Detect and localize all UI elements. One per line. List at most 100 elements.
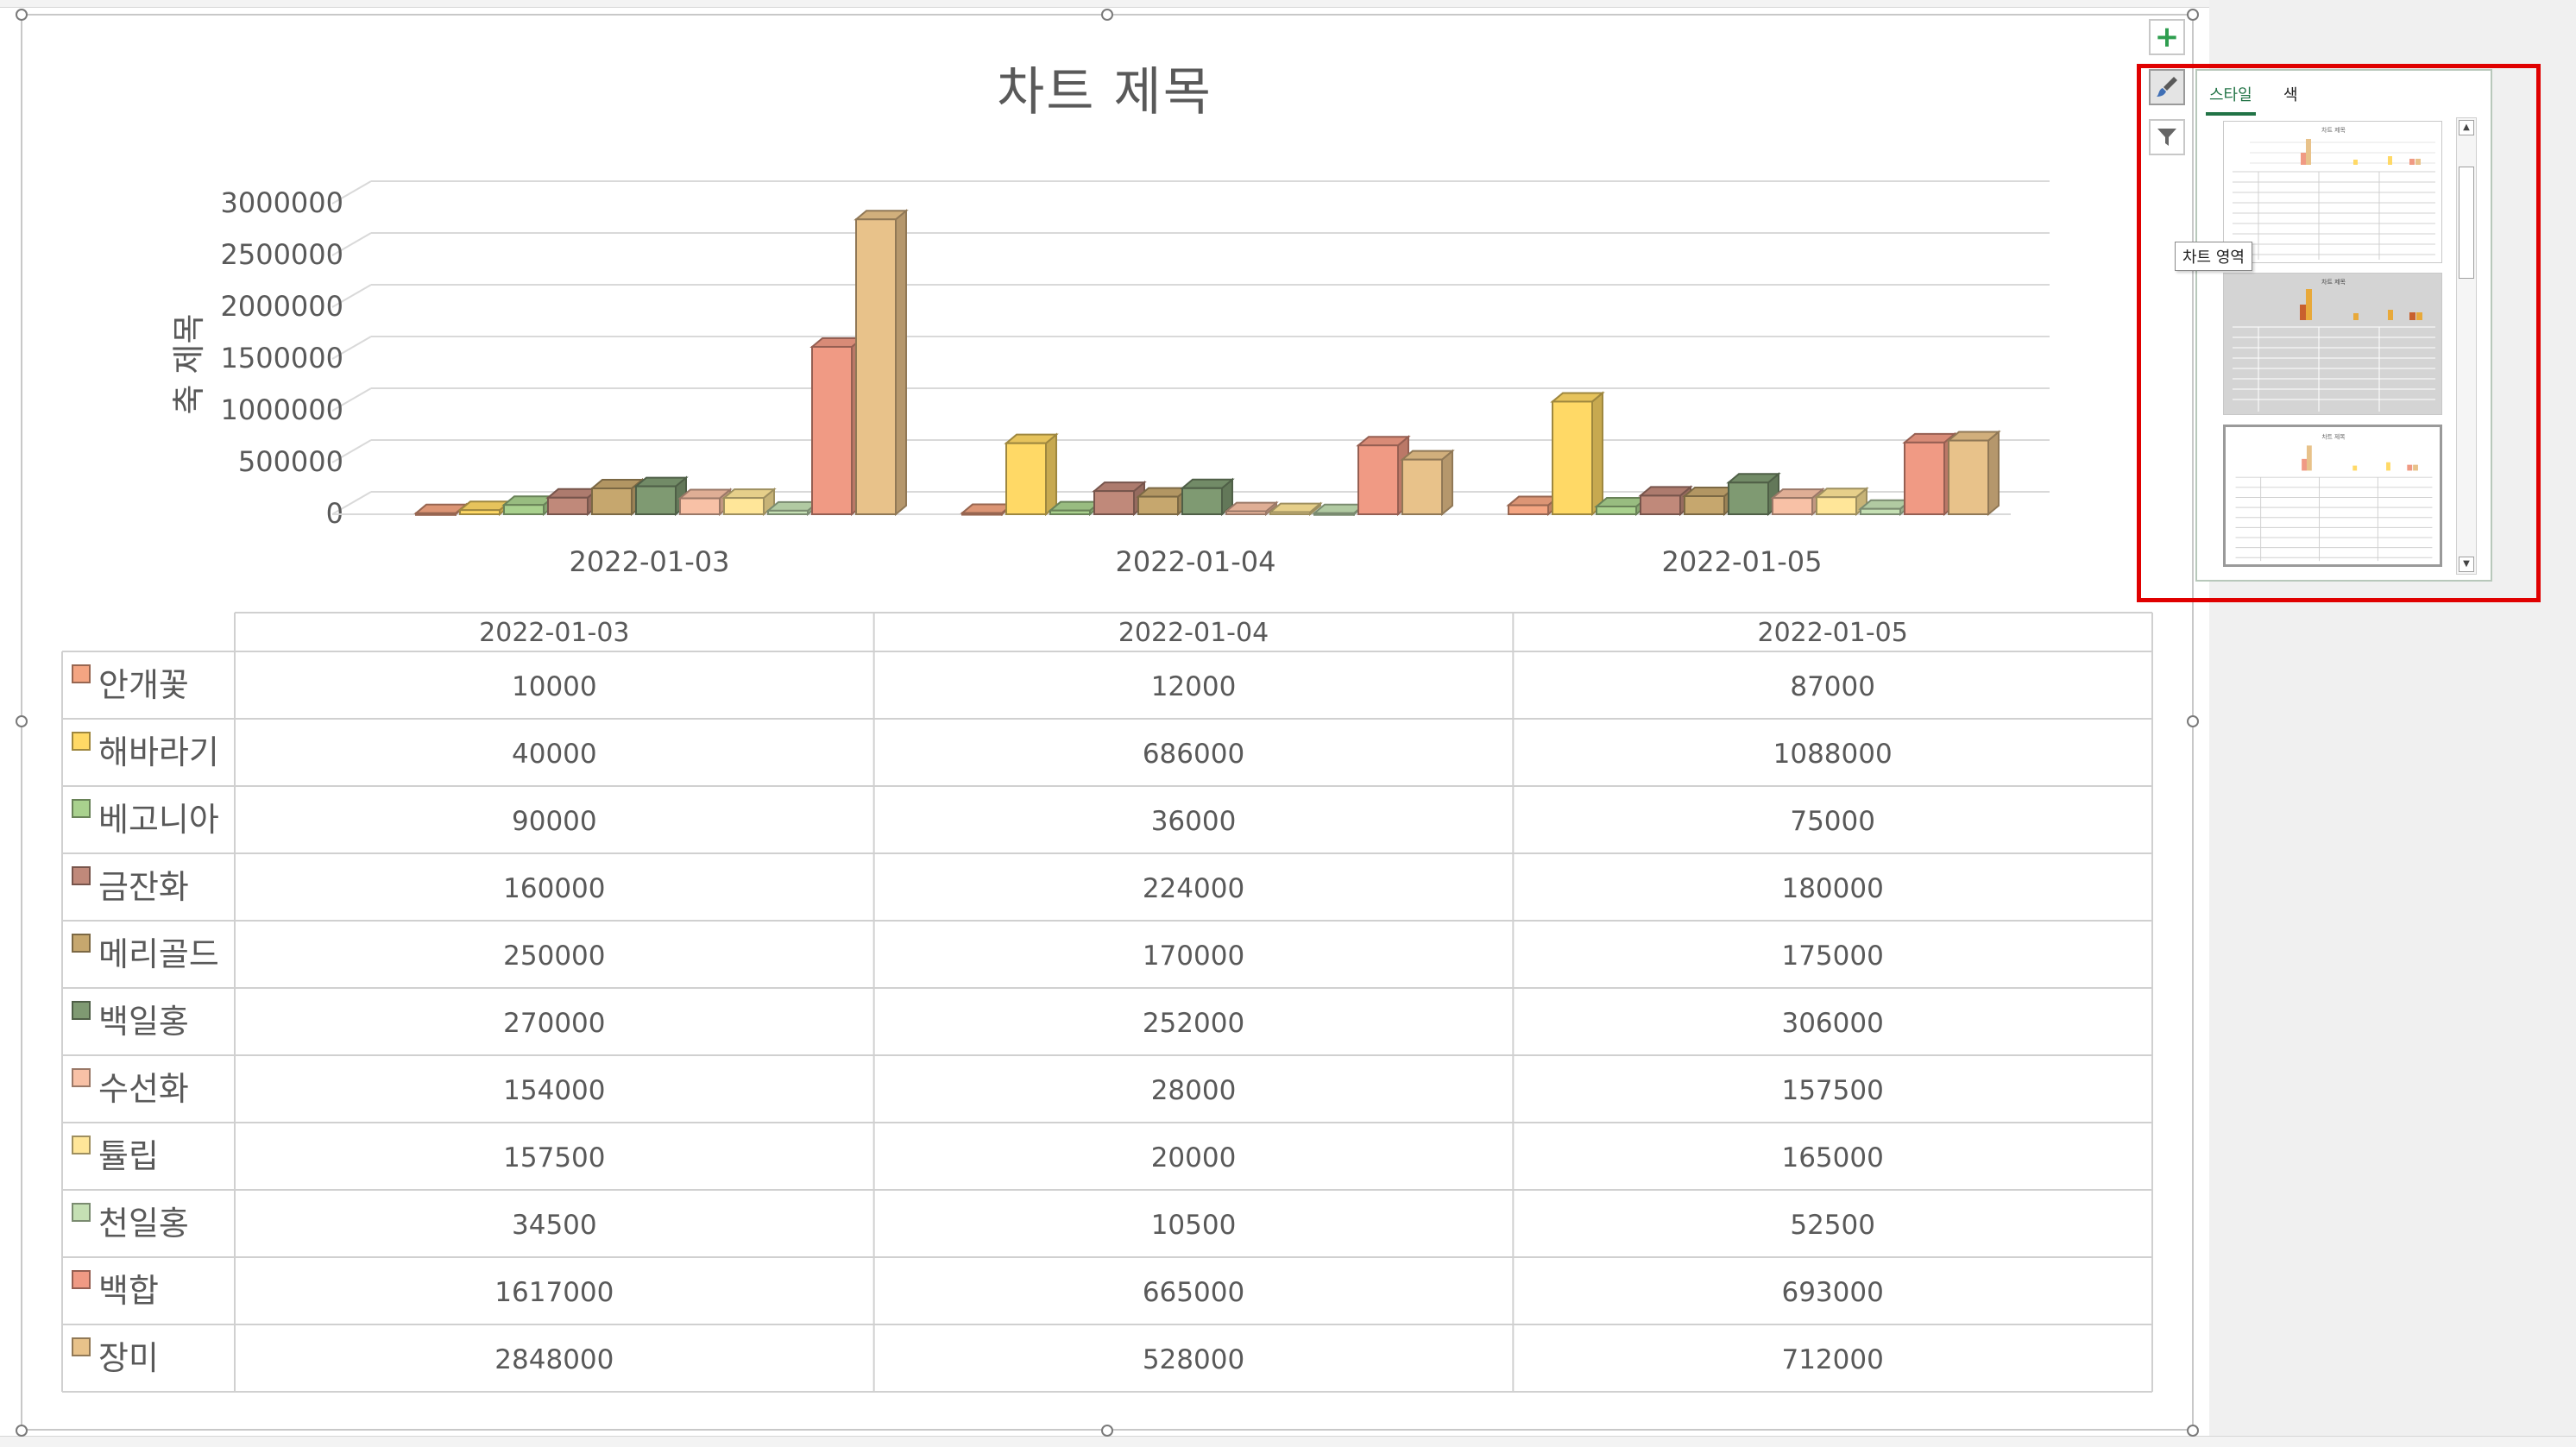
bar xyxy=(1093,490,1135,515)
y-tick-label: 2500000 xyxy=(220,238,343,271)
scroll-up-icon[interactable]: ▲ xyxy=(2459,120,2474,135)
legend-key xyxy=(72,1203,91,1222)
bar xyxy=(767,509,809,515)
legend-key xyxy=(72,866,91,885)
style-thumb-preview: 차트 제목 xyxy=(2224,274,2441,414)
table-cell: 165000 xyxy=(1781,1142,1883,1173)
bar-top xyxy=(1770,488,1825,500)
thumb-title: 차트 제목 xyxy=(2321,278,2346,286)
bar xyxy=(1552,400,1593,515)
x-category-label: 2022-01-03 xyxy=(570,545,730,578)
y-tick-label: 1500000 xyxy=(220,342,343,374)
bar-top xyxy=(1506,495,1561,506)
y-axis-title: 축 제목 xyxy=(170,314,208,415)
resize-handle-bottom-right[interactable] xyxy=(2187,1425,2199,1437)
table-cell: 250000 xyxy=(503,941,605,972)
chart-area[interactable] xyxy=(21,14,2194,1431)
chart-style-thumb-2[interactable]: 차트 제목 xyxy=(2223,273,2442,415)
bar-top xyxy=(765,500,821,512)
table-row-label: 안개꽃 xyxy=(98,666,189,704)
bar xyxy=(1904,441,1945,516)
table-cell: 1617000 xyxy=(494,1277,614,1308)
bar-top xyxy=(1946,431,2001,442)
bar-top xyxy=(1180,478,1235,489)
bar xyxy=(1772,497,1813,515)
bar xyxy=(1049,509,1091,515)
table-row-label: 수선화 xyxy=(98,1070,189,1108)
resize-handle-top-right[interactable] xyxy=(2187,9,2199,21)
resize-handle-bottom[interactable] xyxy=(1101,1425,1113,1437)
bar-top xyxy=(1400,450,1455,461)
table-cell: 90000 xyxy=(512,806,597,837)
sheet-bottom-edge xyxy=(0,1436,2576,1447)
scroll-thumb[interactable] xyxy=(2459,167,2474,279)
bar xyxy=(679,497,721,516)
bar xyxy=(1640,494,1681,516)
bar-top xyxy=(677,488,733,500)
bar-side xyxy=(1045,432,1057,517)
table-cell: 180000 xyxy=(1781,873,1883,904)
resize-handle-top-left[interactable] xyxy=(16,9,28,21)
table-cell: 160000 xyxy=(503,873,605,904)
y-tick-label: 3000000 xyxy=(220,186,343,219)
bar-side xyxy=(895,209,907,517)
chart-filters-button[interactable] xyxy=(2149,119,2185,155)
resize-handle-top[interactable] xyxy=(1101,9,1113,21)
chart-style-thumb-1[interactable]: 차트 제목 xyxy=(2223,121,2442,263)
chart-elements-button[interactable]: + xyxy=(2149,19,2185,55)
bar-side xyxy=(1441,449,1453,517)
table-cell: 10000 xyxy=(512,671,597,702)
brush-icon xyxy=(2157,77,2177,97)
bar-top xyxy=(413,503,469,514)
scroll-down-icon[interactable]: ▼ xyxy=(2459,557,2474,572)
table-cell: 154000 xyxy=(503,1075,605,1106)
table-row-label: 해바라기 xyxy=(98,733,219,771)
table-column-header: 2022-01-05 xyxy=(1757,618,1907,648)
resize-handle-right[interactable] xyxy=(2187,715,2199,727)
chart-style-thumb-3[interactable]: 차트 제목 xyxy=(2223,425,2442,567)
bar-top xyxy=(1268,502,1323,513)
table-cell: 87000 xyxy=(1790,671,1875,702)
bar xyxy=(1401,458,1443,516)
bar-top xyxy=(1356,436,1411,447)
bar xyxy=(723,497,765,515)
table-cell: 665000 xyxy=(1143,1277,1244,1308)
bar xyxy=(961,512,1003,516)
table-row-label: 튤립 xyxy=(98,1137,159,1175)
gridline-side xyxy=(331,439,372,463)
bar-top xyxy=(853,210,909,221)
resize-handle-left[interactable] xyxy=(16,715,28,727)
tab-color[interactable]: 색 xyxy=(2283,86,2298,104)
chart-styles-button[interactable] xyxy=(2149,69,2185,105)
bar xyxy=(635,485,677,515)
tab-style[interactable]: 스타일 xyxy=(2206,76,2256,116)
y-tick-label: 1000000 xyxy=(220,393,343,426)
bar-top xyxy=(1726,473,1781,484)
chart-title[interactable]: 차트 제목 xyxy=(997,62,1212,123)
table-cell: 693000 xyxy=(1781,1277,1883,1308)
bar-top xyxy=(1814,488,1869,499)
gridline-side xyxy=(331,284,372,308)
bar xyxy=(1860,507,1901,516)
plus-icon: + xyxy=(2154,20,2180,54)
resize-handle-bottom-left[interactable] xyxy=(16,1425,28,1437)
table-cell: 306000 xyxy=(1781,1008,1883,1039)
styles-scrollbar[interactable]: ▲ ▼ xyxy=(2456,117,2477,575)
bar-top xyxy=(633,476,689,488)
bar xyxy=(1948,439,1989,515)
bar xyxy=(1508,504,1549,515)
bar-side xyxy=(1987,430,2000,517)
bar-side xyxy=(1591,391,1603,517)
bar xyxy=(415,512,457,516)
legend-key xyxy=(72,732,91,751)
bar-top xyxy=(1136,487,1191,498)
table-cell: 75000 xyxy=(1790,806,1875,837)
table-row-label: 백일홍 xyxy=(98,1003,189,1041)
bar xyxy=(503,504,545,516)
filter-icon xyxy=(2157,129,2176,146)
y-tick-label: 2000000 xyxy=(220,290,343,323)
bar-top xyxy=(1682,487,1737,497)
table-cell: 40000 xyxy=(512,739,597,770)
bar xyxy=(1596,506,1637,515)
table-column-header: 2022-01-04 xyxy=(1118,618,1269,648)
